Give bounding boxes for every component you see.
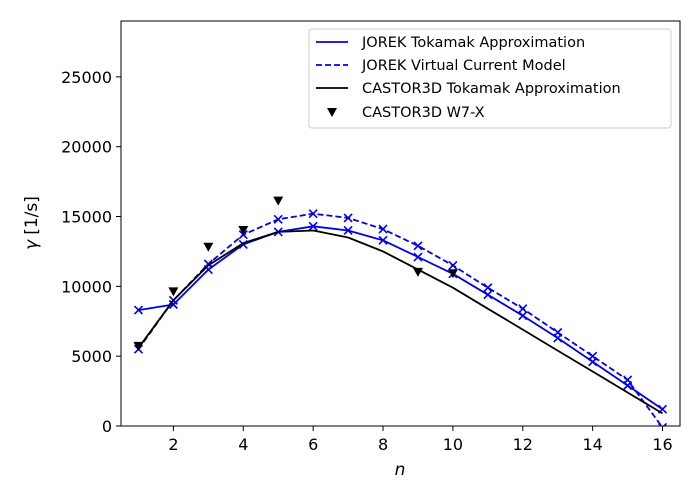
data-point-castor3d-w7x [203,242,214,252]
data-point-jorek-tokamak [133,305,144,315]
data-point-jorek-tokamak [518,311,528,321]
x-tick-label: 4 [238,435,248,454]
data-point-jorek-tokamak [483,290,493,300]
x-tick-label: 6 [308,435,318,454]
x-tick-label: 8 [378,435,388,454]
y-tick-label: 25000 [61,68,112,87]
data-point-jorek-tokamak [308,221,318,231]
data-point-jorek-virtual [203,259,213,269]
axis-ticks: 2 4 6 8 10 12 14 16 0 5000 10000 15000 20000 25000 [61,68,673,454]
legend-label-jorek-tokamak: JOREK Tokamak Approximation [361,35,585,51]
data-point-jorek-virtual [273,214,283,224]
y-tick-label: 15000 [61,208,112,227]
series-line-jorek-tokamak [138,225,664,410]
legend-label-castor3d-w7x: CASTOR3D W7-X [362,105,485,121]
data-point-castor3d-w7x [133,341,144,351]
legend-label-castor3d-tokamak: CASTOR3D Tokamak Approximation [362,81,621,97]
y-axis-unit: [1/s] [22,196,42,235]
data-point-castor3d-w7x [238,225,249,235]
y-axis-symbol: γ [22,239,42,250]
x-tick-label: 14 [582,435,602,454]
legend-box [308,28,672,129]
data-point-castor3d-w7x [412,267,423,277]
data-point-castor3d-w7x [273,196,284,206]
data-point-jorek-virtual [553,327,563,337]
data-point-jorek-tokamak [378,235,388,245]
x-tick-label: 2 [168,435,178,454]
data-point-jorek-virtual [308,209,318,219]
data-point-jorek-virtual [343,213,353,223]
data-point-jorek-virtual [413,241,423,251]
data-point-jorek-virtual [448,260,458,270]
y-tick-label: 0 [102,417,112,436]
data-point-jorek-tokamak [343,225,353,236]
data-point-castor3d-w7x [447,269,458,279]
legend-swatch-castor3d-w7x [327,108,337,117]
y-axis-label: γ [1/s] [22,196,42,250]
data-point-jorek-virtual [483,283,493,293]
legend: JOREK Tokamak Approximation JOREK Virtua… [308,28,672,129]
series-line-castor3d-tokamak [137,229,663,415]
legend-label-jorek-virtual: JOREK Virtual Current Model [361,58,566,74]
data-point-jorek-virtual [378,224,388,234]
data-point-jorek-tokamak [413,252,423,262]
series-line-jorek-virtual [137,212,663,426]
plot-area [133,196,668,426]
svg-text:γ[1/s]: γ [1/s] [22,196,42,250]
y-tick-label: 20000 [61,138,112,157]
y-tick-label: 10000 [61,277,112,296]
x-tick-label: 10 [443,435,463,454]
data-point-jorek-virtual [588,351,598,361]
x-axis-label: n [395,460,406,480]
x-tick-label: 12 [513,435,533,454]
data-point-jorek-tokamak [168,299,178,310]
y-tick-label: 5000 [71,347,112,366]
x-tick-label: 16 [652,435,672,454]
axes-frame [120,20,681,427]
data-point-jorek-virtual [623,375,633,385]
data-point-castor3d-w7x [168,287,179,297]
data-point-jorek-virtual [518,304,528,314]
data-point-jorek-virtual [657,422,668,426]
